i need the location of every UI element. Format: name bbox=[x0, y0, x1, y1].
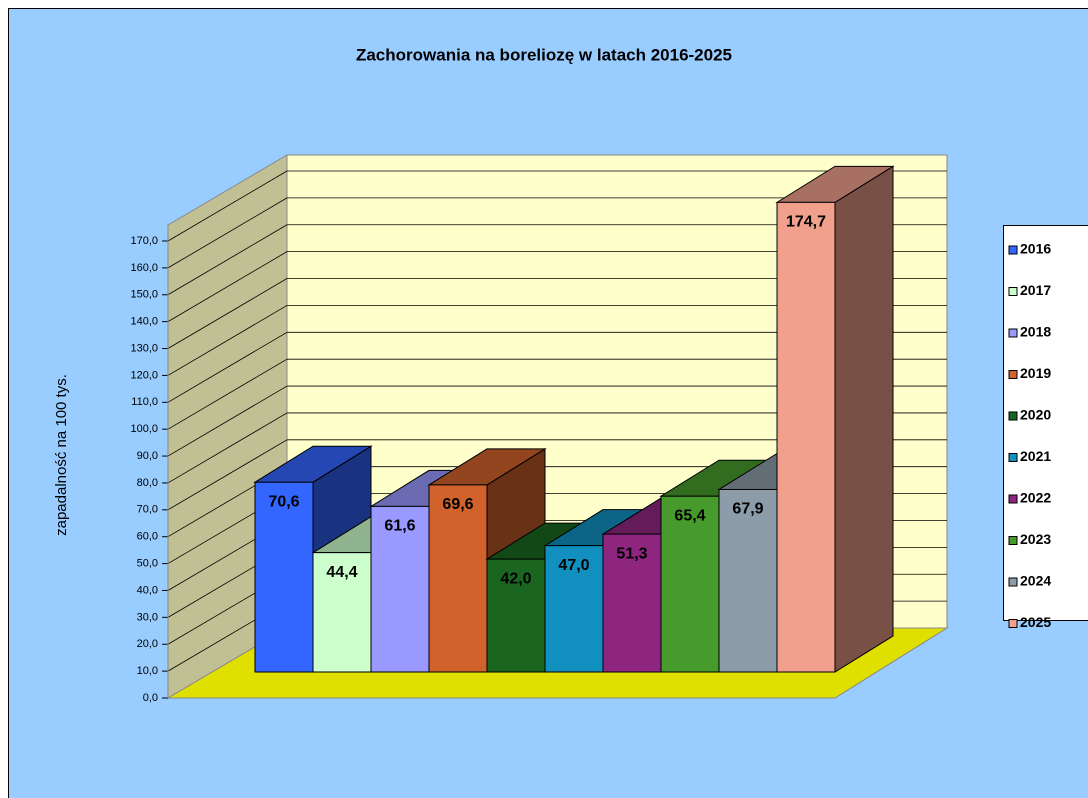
data-label: 70,6 bbox=[268, 493, 299, 510]
legend-label: 2016 bbox=[1020, 241, 1051, 257]
legend-swatch bbox=[1008, 577, 1018, 587]
y-tick-label: 140,0 bbox=[130, 316, 158, 328]
legend-label: 2020 bbox=[1020, 407, 1051, 423]
legend-swatch bbox=[1008, 287, 1018, 296]
y-tick-label: 70,0 bbox=[137, 504, 158, 516]
legend-label: 2023 bbox=[1020, 531, 1051, 547]
grid-line bbox=[167, 305, 288, 376]
y-tick-label: 30,0 bbox=[137, 611, 158, 623]
data-label: 67,9 bbox=[732, 501, 763, 518]
y-tick-label: 110,0 bbox=[131, 396, 158, 408]
y-tick-label: 20,0 bbox=[137, 638, 158, 650]
grid-line bbox=[167, 278, 288, 349]
y-tick-label: 120,0 bbox=[130, 369, 158, 381]
y-tick-label: 50,0 bbox=[137, 557, 158, 569]
y-tick-label: 10,0 bbox=[137, 665, 158, 677]
y-tick-label: 80,0 bbox=[137, 477, 158, 489]
grid-line bbox=[167, 439, 288, 511]
legend-swatch bbox=[1008, 328, 1018, 338]
chart-title: Zachorowania na boreliozę w latach 2016-… bbox=[356, 45, 732, 64]
y-tick-label: 90,0 bbox=[137, 450, 158, 462]
bar bbox=[660, 495, 720, 673]
legend-swatch bbox=[1008, 245, 1018, 255]
bar bbox=[544, 545, 604, 673]
legend-swatch bbox=[1008, 370, 1018, 379]
legend-label: 2025 bbox=[1020, 614, 1051, 630]
bar bbox=[718, 488, 778, 673]
y-tick-label: 150,0 bbox=[130, 289, 158, 301]
legend-label: 2018 bbox=[1020, 324, 1051, 340]
bar bbox=[312, 552, 372, 673]
y-tick-label: 160,0 bbox=[130, 262, 158, 274]
legend-label: 2019 bbox=[1020, 365, 1051, 381]
legend-label: 2021 bbox=[1020, 448, 1051, 464]
bar bbox=[486, 558, 546, 673]
legend-swatch bbox=[1008, 536, 1018, 545]
data-label: 47,0 bbox=[558, 557, 589, 574]
grid-line bbox=[167, 358, 288, 430]
bar bbox=[370, 505, 430, 673]
data-label: 69,6 bbox=[442, 496, 473, 513]
data-label: 42,0 bbox=[500, 570, 531, 587]
y-axis-label: zapadalność na 100 tys. bbox=[53, 374, 70, 536]
grid-line bbox=[167, 224, 288, 296]
grid-line bbox=[167, 385, 288, 457]
data-label: 51,3 bbox=[616, 545, 647, 562]
grid-line bbox=[167, 412, 288, 484]
bar bbox=[428, 484, 488, 673]
data-label: 174,7 bbox=[786, 214, 826, 231]
bar bbox=[602, 533, 662, 673]
grid-line bbox=[167, 197, 288, 269]
y-tick-label: 60,0 bbox=[137, 531, 158, 543]
y-tick-label: 170,0 bbox=[130, 235, 158, 247]
legend-label: 2024 bbox=[1020, 573, 1051, 589]
legend bbox=[1003, 225, 1088, 621]
legend-swatch bbox=[1008, 494, 1018, 504]
y-tick-label: 0,0 bbox=[143, 692, 158, 704]
y-tick-label: 130,0 bbox=[130, 342, 158, 354]
grid-line bbox=[167, 251, 288, 322]
grid-line bbox=[167, 170, 288, 242]
data-label: 61,6 bbox=[384, 518, 415, 535]
legend-label: 2022 bbox=[1020, 490, 1051, 506]
legend-swatch bbox=[1008, 619, 1018, 628]
legend-swatch bbox=[1008, 453, 1018, 462]
y-tick-label: 40,0 bbox=[137, 584, 158, 596]
data-label: 44,4 bbox=[326, 564, 357, 581]
legend-swatch bbox=[1008, 411, 1018, 421]
grid-line bbox=[167, 331, 288, 403]
data-label: 65,4 bbox=[674, 507, 705, 524]
y-tick-label: 100,0 bbox=[130, 423, 158, 435]
bar-side bbox=[834, 165, 894, 673]
legend-label: 2017 bbox=[1020, 282, 1051, 298]
bar bbox=[254, 481, 314, 673]
bar bbox=[776, 201, 836, 673]
